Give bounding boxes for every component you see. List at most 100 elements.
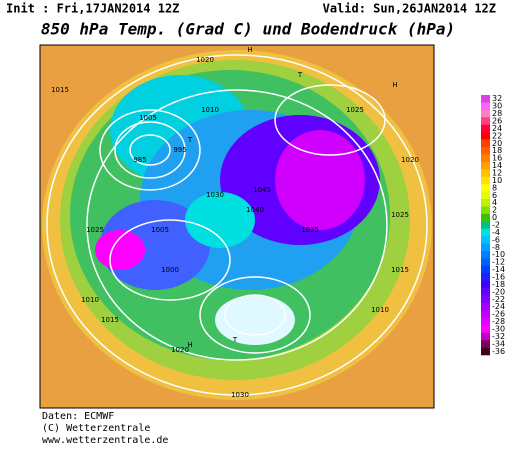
map-label: 1030: [206, 191, 224, 199]
map-label: T: [187, 136, 193, 144]
colorbar-swatch: [481, 236, 490, 244]
colorbar-label: 24: [492, 124, 502, 133]
colorbar-swatch: [481, 139, 490, 148]
colorbar-label: -36: [492, 347, 505, 356]
colorbar-label: 16: [492, 154, 502, 163]
colorbar-label: -18: [492, 280, 505, 289]
colorbar-swatch: [481, 169, 490, 178]
map-label: 1015: [101, 316, 119, 324]
colorbar-swatch: [481, 124, 490, 133]
map-label: 1000: [161, 266, 179, 274]
colorbar-swatch: [481, 147, 490, 155]
colorbar-swatch: [481, 206, 490, 215]
map-label: 1015: [51, 86, 69, 94]
colorbar-swatch: [481, 332, 490, 341]
colorbar-label: 30: [492, 102, 502, 111]
map-label: 1020: [401, 156, 419, 164]
map-label: 1040: [246, 206, 264, 214]
colorbar-swatch: [481, 95, 490, 103]
colorbar-label: -24: [492, 302, 505, 311]
colorbar-swatch: [481, 288, 490, 296]
colorbar-swatch: [481, 213, 490, 222]
map-label: H: [392, 81, 397, 89]
colorbar-label: -6: [492, 235, 500, 244]
colorbar: 32302826242220181614121086420-2-4-6-8-10…: [481, 94, 505, 356]
map-label: 1045: [253, 186, 271, 194]
colorbar-swatch: [481, 251, 490, 259]
map-title: 850 hPa Temp. (Grad C) und Bodendruck (h…: [41, 20, 455, 39]
map-label: 1005: [139, 114, 157, 122]
colorbar-swatch: [481, 258, 490, 267]
map-label: 1025: [391, 211, 409, 219]
colorbar-label: -16: [492, 273, 505, 282]
colorbar-label: -30: [492, 325, 505, 334]
colorbar-swatch: [481, 280, 490, 289]
colorbar-label: 28: [492, 109, 502, 118]
colorbar-label: -28: [492, 317, 505, 326]
colorbar-label: 20: [492, 139, 502, 148]
colorbar-swatch: [481, 221, 490, 230]
colorbar-swatch: [481, 191, 490, 200]
map-label: 1030: [231, 391, 249, 399]
footer-copyright: (C) Wetterzentrale: [42, 423, 150, 434]
colorbar-label: -2: [492, 221, 500, 230]
map-label: H: [247, 46, 252, 54]
colorbar-swatch: [481, 265, 490, 274]
map: [39, 44, 435, 409]
colorbar-swatch: [481, 176, 490, 185]
map-label: T: [297, 71, 303, 79]
map-label: 1020: [196, 56, 214, 64]
map-label: 1015: [391, 266, 409, 274]
colorbar-label: 32: [492, 94, 502, 103]
colorbar-label: 22: [492, 131, 502, 140]
colorbar-swatch: [481, 199, 490, 207]
colorbar-swatch: [481, 303, 490, 311]
map-label: 1010: [81, 296, 99, 304]
colorbar-swatch: [481, 273, 490, 282]
colorbar-label: 26: [492, 117, 502, 126]
colorbar-label: -32: [492, 332, 505, 341]
colorbar-swatch: [481, 154, 490, 163]
map-label: 1025: [86, 226, 104, 234]
map-label: 1035: [301, 226, 319, 234]
colorbar-label: 18: [492, 146, 502, 155]
colorbar-swatch: [481, 109, 490, 118]
footer-source: Daten: ECMWF: [42, 411, 114, 422]
map-label: T: [232, 336, 238, 344]
map-label: H: [187, 341, 192, 349]
valid-time: Valid: Sun,26JAN2014 12Z: [323, 2, 496, 16]
colorbar-swatch: [481, 117, 490, 126]
colorbar-swatch: [481, 340, 490, 348]
map-label: 995: [173, 146, 186, 154]
colorbar-label: 0: [492, 213, 497, 222]
colorbar-label: 10: [492, 176, 502, 185]
colorbar-swatch: [481, 228, 490, 237]
colorbar-swatch: [481, 102, 490, 111]
map-label: 1010: [371, 306, 389, 314]
colorbar-label: -34: [492, 339, 505, 348]
map-label: 1025: [346, 106, 364, 114]
colorbar-label: 14: [492, 161, 502, 170]
map-label: 985: [133, 156, 146, 164]
colorbar-label: -20: [492, 287, 505, 296]
colorbar-swatch: [481, 347, 490, 356]
colorbar-label: -12: [492, 258, 505, 267]
colorbar-label: 4: [492, 198, 497, 207]
colorbar-swatch: [481, 317, 490, 326]
colorbar-label: -22: [492, 295, 505, 304]
colorbar-label: 6: [492, 191, 497, 200]
colorbar-label: 2: [492, 206, 497, 215]
map-label: 1005: [151, 226, 169, 234]
colorbar-label: -14: [492, 265, 505, 274]
colorbar-swatch: [481, 132, 490, 140]
map-label: 1020: [171, 346, 189, 354]
colorbar-swatch: [481, 325, 490, 334]
footer-url: www.wetterzentrale.de: [42, 435, 168, 446]
colorbar-label: -26: [492, 310, 505, 319]
colorbar-swatch: [481, 243, 490, 252]
colorbar-swatch: [481, 161, 490, 170]
colorbar-swatch: [481, 295, 490, 304]
colorbar-label: -4: [492, 228, 500, 237]
colorbar-label: 8: [492, 183, 497, 192]
